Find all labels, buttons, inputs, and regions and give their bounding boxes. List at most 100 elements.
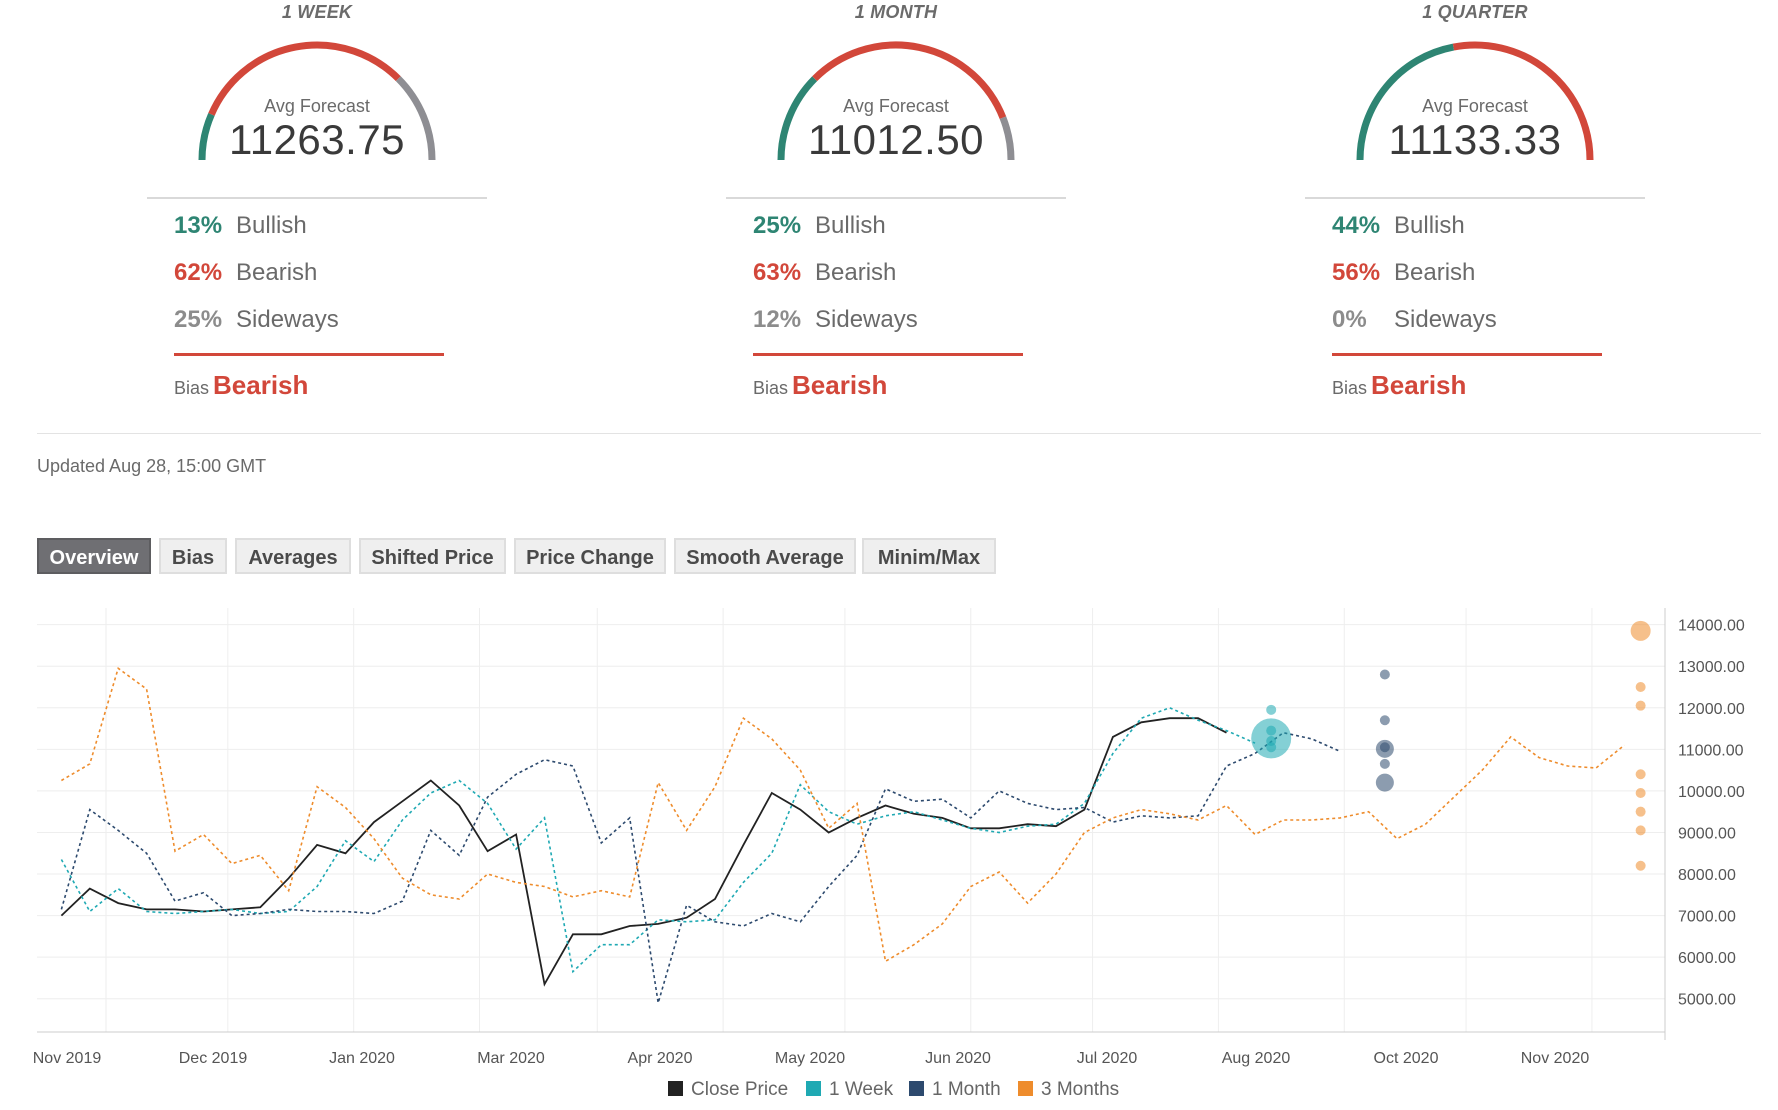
stat-row-side: 0% Sideways <box>1332 303 1497 337</box>
sentiment-gauge <box>777 41 1015 161</box>
bias-value: Bearish <box>792 370 888 400</box>
panel-title: 1 MONTH <box>854 2 938 22</box>
panel-rule <box>726 197 1066 199</box>
bias-bar <box>1332 353 1602 356</box>
series-line-close-price <box>60 717 1227 987</box>
side-percent: 0% <box>1332 306 1367 333</box>
x-tick-label: Nov 2019 <box>33 1050 102 1067</box>
avg-forecast-label: Avg Forecast <box>1422 96 1528 116</box>
forecast-point <box>1379 669 1390 680</box>
x-tick-label: Oct 2020 <box>1374 1050 1439 1067</box>
forecast-point <box>1635 806 1646 817</box>
bull-percent: 25% <box>753 212 802 239</box>
series-line-month <box>60 731 1341 1004</box>
legend-swatch <box>806 1081 821 1096</box>
side-label: Sideways <box>236 306 339 333</box>
tab-shifted-price[interactable]: Shifted Price <box>359 538 506 574</box>
y-tick-label: 10000.00 <box>1678 784 1745 801</box>
bear-label: Bearish <box>236 259 318 286</box>
x-tick-label: Dec 2019 <box>179 1050 248 1067</box>
bull-label: Bullish <box>1394 212 1465 239</box>
x-tick-label: Aug 2020 <box>1222 1050 1291 1067</box>
tab-smooth-average[interactable]: Smooth Average <box>674 538 856 574</box>
y-tick-label: 9000.00 <box>1678 825 1736 842</box>
chart-legend: Close Price 1 Week 1 Month 3 Months <box>668 1079 1119 1100</box>
stat-row-bull: 44% Bullish <box>1332 209 1465 243</box>
legend-label[interactable]: 1 Week <box>829 1079 894 1100</box>
forecast-average-point <box>1630 620 1651 641</box>
chart-grid <box>37 608 1665 1032</box>
bull-percent: 13% <box>174 212 223 239</box>
forecast-point <box>1635 825 1646 836</box>
gauge-segment-bullish <box>198 112 215 161</box>
y-tick-label: 5000.00 <box>1678 992 1736 1009</box>
tab-overview[interactable]: Overview <box>37 538 151 574</box>
gauge-segment-bullish <box>1356 43 1455 161</box>
forecast-point <box>1635 860 1646 871</box>
gauge-segment-bearish <box>812 41 1007 119</box>
y-tick-label: 8000.00 <box>1678 867 1736 884</box>
avg-forecast-label: Avg Forecast <box>264 96 370 116</box>
forecast-average-point <box>1251 718 1292 759</box>
bias-value: Bearish <box>1371 370 1467 400</box>
x-tick-label: Apr 2020 <box>628 1050 693 1067</box>
legend-label[interactable]: Close Price <box>691 1079 788 1100</box>
x-tick-label: Nov 2020 <box>1521 1050 1590 1067</box>
y-tick-label: 13000.00 <box>1678 659 1745 676</box>
bear-percent: 62% <box>174 259 223 286</box>
y-tick-label: 7000.00 <box>1678 909 1736 926</box>
stat-row-side: 25% Sideways <box>174 303 339 337</box>
panel-title: 1 QUARTER <box>1422 2 1528 22</box>
y-tick-label: 12000.00 <box>1678 701 1745 718</box>
forecast-average-point <box>1375 739 1394 758</box>
gauge-segment-sideways <box>999 116 1015 161</box>
legend-swatch <box>909 1081 924 1096</box>
side-percent: 25% <box>174 306 223 333</box>
forecast-point <box>1379 758 1390 769</box>
x-tick-label: Jul 2020 <box>1077 1050 1138 1067</box>
sentiment-gauge <box>198 41 436 161</box>
stat-row-bull: 13% Bullish <box>174 209 307 243</box>
avg-forecast-value: 11263.75 <box>228 116 406 163</box>
gauge-segment-sideways <box>395 76 436 161</box>
gauge-segment-bullish <box>777 76 818 161</box>
bias-label: Bias <box>753 378 789 398</box>
legend-swatch <box>1018 1081 1033 1096</box>
bias-value: Bearish <box>213 370 309 400</box>
y-tick-label: 14000.00 <box>1678 618 1745 635</box>
bias-label: Bias <box>1332 378 1368 398</box>
y-tick-label: 6000.00 <box>1678 950 1736 967</box>
forecast-point <box>1635 700 1646 711</box>
bear-label: Bearish <box>1394 259 1476 286</box>
bear-percent: 63% <box>753 259 802 286</box>
gauge-segment-bearish <box>1452 41 1594 161</box>
forecast-point <box>1635 787 1646 798</box>
series-line-months3 <box>60 666 1625 963</box>
updated-timestamp: Updated Aug 28, 15:00 GMT <box>37 456 267 476</box>
tab-bias[interactable]: Bias <box>159 538 227 574</box>
legend-label[interactable]: 1 Month <box>932 1079 1001 1100</box>
panel-title: 1 WEEK <box>281 2 353 22</box>
bias-bar <box>174 353 444 356</box>
forecast-point <box>1379 715 1390 726</box>
x-tick-label: May 2020 <box>775 1050 845 1067</box>
side-label: Sideways <box>1394 306 1497 333</box>
x-tick-label: Mar 2020 <box>477 1050 545 1067</box>
legend-label[interactable]: 3 Months <box>1041 1079 1119 1100</box>
stat-row-side: 12% Sideways <box>753 303 918 337</box>
tab-price-change[interactable]: Price Change <box>514 538 666 574</box>
bull-percent: 44% <box>1332 212 1381 239</box>
bias-bar <box>753 353 1023 356</box>
bull-label: Bullish <box>815 212 886 239</box>
panel-rule <box>1305 197 1645 199</box>
avg-forecast-label: Avg Forecast <box>843 96 949 116</box>
tab-minim-max[interactable]: Minim/Max <box>862 538 996 574</box>
forecast-chart: 5000.00 6000.00 7000.00 8000.00 9000.00 10000… <box>33 608 1745 1100</box>
bull-label: Bullish <box>236 212 307 239</box>
side-percent: 12% <box>753 306 802 333</box>
forecast-point <box>1635 681 1646 692</box>
avg-forecast-value: 11012.50 <box>807 116 985 163</box>
x-tick-label: Jun 2020 <box>925 1050 991 1067</box>
forecast-point <box>1635 769 1646 780</box>
tab-averages[interactable]: Averages <box>235 538 351 574</box>
